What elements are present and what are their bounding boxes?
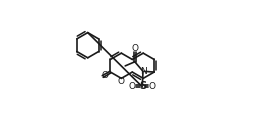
Text: O: O: [149, 82, 156, 91]
Text: O: O: [118, 77, 125, 86]
Text: O: O: [102, 71, 109, 80]
Text: O: O: [131, 44, 138, 53]
Text: N: N: [140, 67, 147, 76]
Text: S: S: [139, 81, 146, 91]
Text: O: O: [129, 82, 136, 91]
